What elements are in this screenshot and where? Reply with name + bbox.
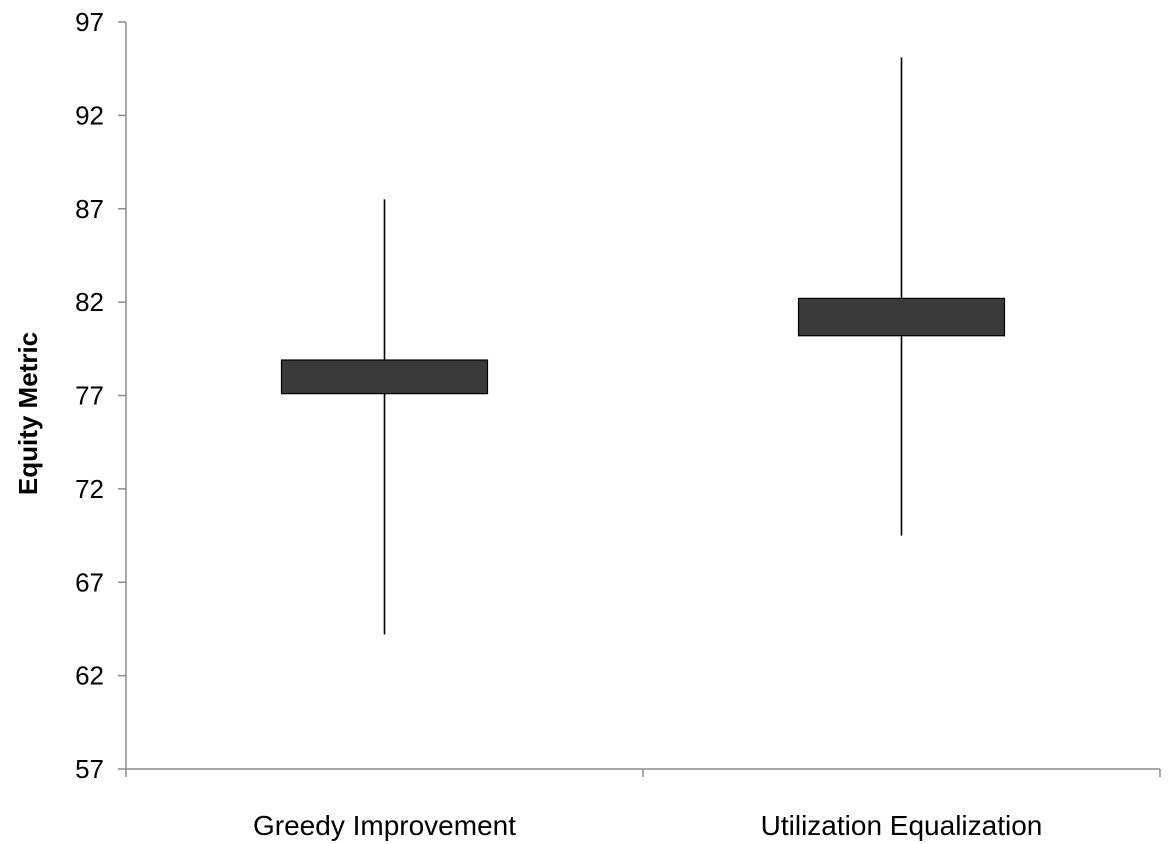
- box: [280, 359, 489, 395]
- box-group-1: [280, 199, 489, 635]
- x-category-label: Utilization Equalization: [761, 810, 1043, 841]
- y-tick-label: 97: [75, 7, 104, 37]
- y-tick-label: 77: [75, 381, 104, 411]
- box: [797, 297, 1006, 337]
- y-axis-title: Equity Metric: [13, 332, 43, 495]
- y-tick-label: 57: [75, 754, 104, 784]
- y-tick-label: 92: [75, 100, 104, 130]
- y-tick-label: 82: [75, 287, 104, 317]
- plot-area: [280, 57, 1006, 635]
- x-category-label: Greedy Improvement: [253, 810, 516, 841]
- y-tick-label: 72: [75, 474, 104, 504]
- box-group-2: [797, 57, 1006, 536]
- y-tick-label: 67: [75, 567, 104, 597]
- y-tick-label: 87: [75, 194, 104, 224]
- y-tick-label: 62: [75, 661, 104, 691]
- x-axis: Greedy Improvement Utilization Equalizati…: [125, 768, 1161, 841]
- y-axis: 57 62 67 72 77 82 87 92 97: [75, 7, 127, 784]
